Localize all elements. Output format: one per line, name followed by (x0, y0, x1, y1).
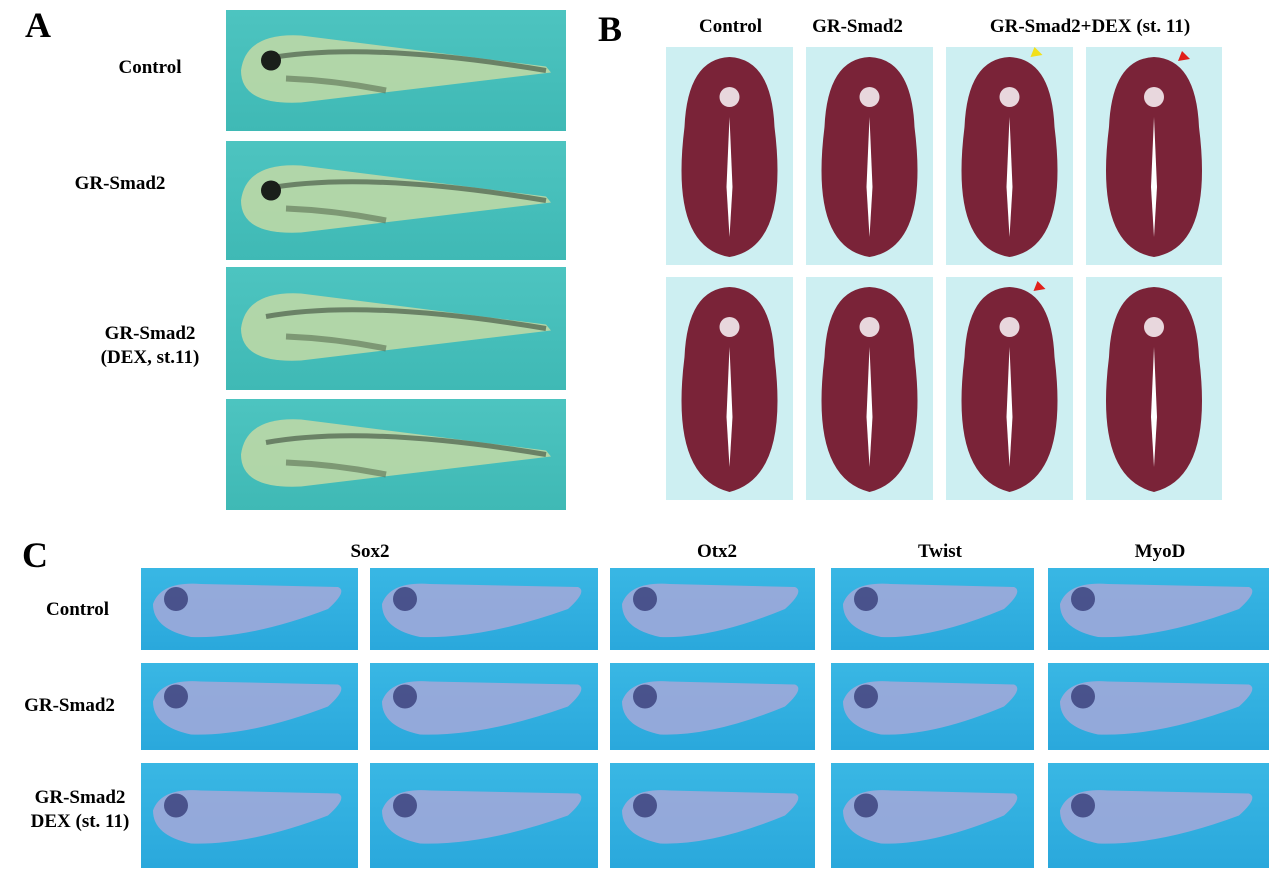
in-situ-embryo-image (141, 763, 358, 868)
row-label-gr-smad2-dex: GR-Smad2 (DEX, st.11) (80, 322, 220, 370)
histology-section-image (666, 47, 793, 265)
histology-section-image (946, 277, 1073, 500)
in-situ-embryo-image (1048, 763, 1269, 868)
tadpole-image (226, 399, 566, 510)
in-situ-embryo-image (370, 568, 598, 650)
column-header-gr-smad2-dex: GR-Smad2+DEX (st. 11) (989, 16, 1191, 37)
histology-section-image (806, 277, 933, 500)
in-situ-embryo-image (831, 763, 1034, 868)
panel-a-label: A (25, 5, 51, 45)
tadpole-image (226, 141, 566, 260)
c-row-label-control: Control (46, 599, 109, 620)
row-label-line1: GR-Smad2 (104, 323, 196, 344)
column-header-sox2: Sox2 (350, 541, 390, 562)
histology-section-image (1086, 277, 1222, 500)
row-label-line2: (DEX, st.11) (100, 347, 200, 368)
arrowhead-red-icon (1178, 51, 1190, 61)
arrowhead-red-icon (1033, 281, 1046, 291)
histology-section-image (1086, 47, 1222, 265)
column-header-otx2: Otx2 (696, 541, 738, 562)
column-header-gr-smad2: GR-Smad2 (812, 16, 903, 37)
in-situ-embryo-image (370, 763, 598, 868)
c-row-label-gr-smad2: GR-Smad2 (24, 695, 115, 716)
in-situ-embryo-image (141, 663, 358, 750)
tadpole-image (226, 10, 566, 131)
column-header-control: Control (699, 16, 762, 37)
panel-b-label: B (598, 9, 623, 49)
arrowhead-yellow-icon (1030, 47, 1043, 57)
histology-section-image (946, 47, 1073, 265)
histology-section-image (666, 277, 793, 500)
in-situ-embryo-image (141, 568, 358, 650)
c-row-label-line1: GR-Smad2 (34, 787, 126, 808)
panel-c-label: C (22, 535, 48, 575)
column-header-twist: Twist (918, 541, 962, 562)
in-situ-embryo-image (1048, 568, 1269, 650)
histology-section-image (806, 47, 933, 265)
tadpole-image (226, 267, 566, 390)
in-situ-embryo-image (370, 663, 598, 750)
column-header-myod: MyoD (1134, 541, 1186, 562)
in-situ-embryo-image (610, 763, 815, 868)
row-label-control: Control (118, 57, 182, 78)
c-row-label-gr-smad2-dex: GR-Smad2 DEX (st. 11) (20, 786, 140, 834)
in-situ-embryo-image (831, 663, 1034, 750)
in-situ-embryo-image (1048, 663, 1269, 750)
row-label-gr-smad2: GR-Smad2 (74, 173, 166, 194)
c-row-label-line2: DEX (st. 11) (30, 811, 130, 832)
in-situ-embryo-image (610, 568, 815, 650)
in-situ-embryo-image (610, 663, 815, 750)
in-situ-embryo-image (831, 568, 1034, 650)
